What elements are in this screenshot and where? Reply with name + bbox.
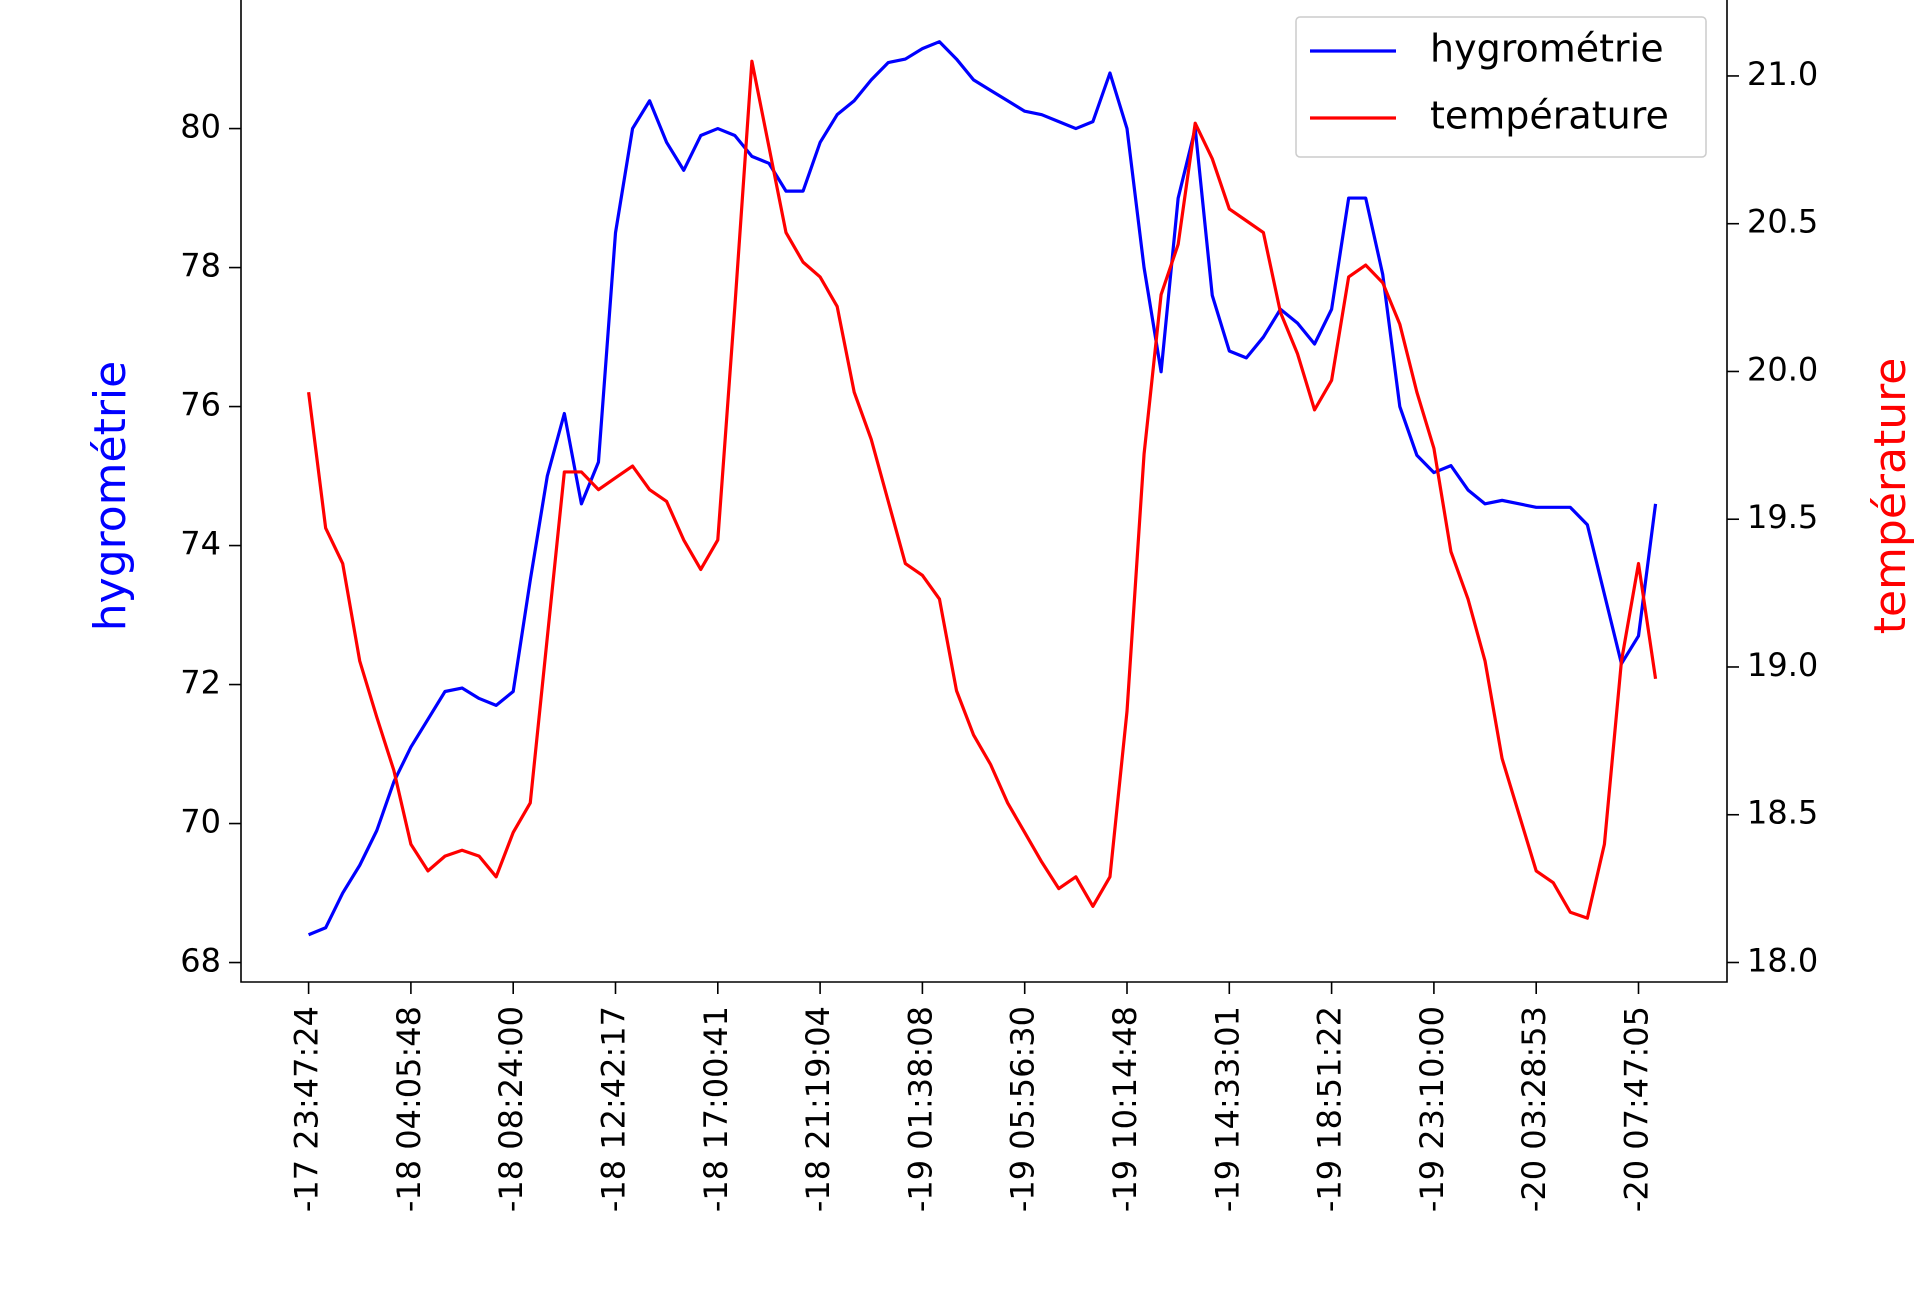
x-tick-label: -18 04:05:48 bbox=[390, 1006, 428, 1212]
y-tick-label: 74 bbox=[180, 525, 221, 563]
y-tick-label: 80 bbox=[180, 108, 221, 146]
legend-label: température bbox=[1430, 94, 1669, 138]
x-tick-label: -19 23:10:00 bbox=[1413, 1006, 1451, 1212]
y-axis-label: hygrométrie bbox=[85, 361, 136, 631]
x-tick-label: -18 21:19:04 bbox=[799, 1006, 837, 1212]
x-tick-label: -20 03:28:53 bbox=[1515, 1006, 1553, 1212]
x-tick-label: -18 12:42:17 bbox=[595, 1006, 633, 1212]
x-tick-label: -20 07:47:05 bbox=[1618, 1006, 1656, 1212]
y2-tick-label: 20.5 bbox=[1747, 203, 1818, 241]
legend-box bbox=[1295, 16, 1707, 158]
y2-tick-label: 20.0 bbox=[1747, 350, 1818, 388]
x-tick-label: -19 05:56:30 bbox=[1004, 1006, 1042, 1212]
y2-tick-label: 21.0 bbox=[1747, 55, 1818, 93]
x-tick-label: -17 23:47:24 bbox=[288, 1006, 326, 1212]
x-tick-label: -18 17:00:41 bbox=[697, 1006, 735, 1212]
y2-tick-label: 19.0 bbox=[1747, 646, 1818, 684]
plot-frame bbox=[240, 0, 1728, 983]
line-series bbox=[307, 59, 1658, 920]
x-tick-label: -18 08:24:00 bbox=[492, 1006, 530, 1212]
x-tick-label: -19 01:38:08 bbox=[901, 1006, 939, 1212]
y-tick-label: 76 bbox=[180, 386, 221, 424]
y2-tick-label: 19.5 bbox=[1747, 498, 1818, 536]
legend-label: hygrométrie bbox=[1430, 27, 1664, 71]
line-series bbox=[307, 40, 1658, 937]
y2-tick-label: 18.5 bbox=[1747, 794, 1818, 832]
x-tick-label: -19 10:14:48 bbox=[1106, 1006, 1144, 1212]
y2-tick-label: 18.0 bbox=[1747, 941, 1818, 979]
y-tick-label: 70 bbox=[180, 803, 221, 841]
y-tick-label: 68 bbox=[180, 942, 221, 980]
y-tick-label: 78 bbox=[180, 247, 221, 285]
y-tick-label: 72 bbox=[180, 664, 221, 702]
x-tick-label: -19 18:51:22 bbox=[1311, 1006, 1349, 1212]
x-tick-label: -19 14:33:01 bbox=[1208, 1006, 1246, 1212]
y2-axis-label: température bbox=[1865, 358, 1916, 635]
